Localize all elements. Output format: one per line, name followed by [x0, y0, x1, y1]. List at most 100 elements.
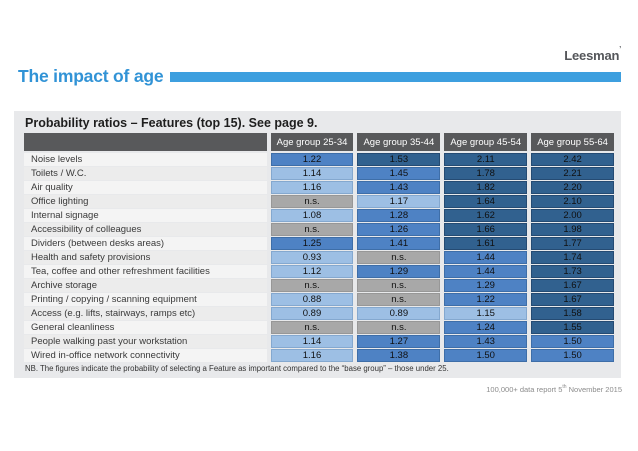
value-cell: 1.27	[357, 335, 441, 348]
value-cell: 1.29	[357, 265, 441, 278]
table-row: Access (e.g. lifts, stairways, ramps etc…	[24, 307, 615, 320]
value-cell: 2.20	[531, 181, 615, 194]
probability-table: Age group 25-34 Age group 35-44 Age group …	[24, 133, 615, 363]
value-cell: 2.21	[531, 167, 615, 180]
value-cell: n.s.	[357, 321, 441, 334]
value-cell: 1.44	[444, 265, 528, 278]
table-row: People walking past your workstation 1.14…	[24, 335, 615, 348]
leesman-logo: Leesman’	[564, 46, 621, 63]
table-body: Noise levels 1.22 1.53 2.11 2.42 Toilets / W.…	[24, 153, 615, 362]
table-row: Accessibility of colleagues n.s. 1.26 1.66 1…	[24, 223, 615, 236]
feature-label: Toilets / W.C.	[24, 167, 267, 180]
feature-label: Archive storage	[24, 279, 267, 292]
value-cell: 1.43	[357, 181, 441, 194]
value-cell: 1.14	[270, 167, 354, 180]
value-cell: 1.16	[270, 181, 354, 194]
table-row: Tea, coffee and other refreshment facili…	[24, 265, 615, 278]
table-row: Wired in-office network connectivity 1.16…	[24, 349, 615, 362]
footer-prefix: 100,000+ data report 5	[486, 385, 563, 394]
feature-label: Access (e.g. lifts, stairways, ramps etc…	[24, 307, 267, 320]
value-cell: 1.28	[357, 209, 441, 222]
column-header: Age group 35-44	[357, 133, 441, 151]
column-header: Age group 55-64	[531, 133, 615, 151]
value-cell: 1.26	[357, 223, 441, 236]
value-cell: 1.41	[357, 237, 441, 250]
title-accent-bar	[170, 72, 621, 82]
value-cell: 1.17	[357, 195, 441, 208]
value-cell: 1.77	[531, 237, 615, 250]
feature-label: Printing / copying / scanning equipment	[24, 293, 267, 306]
table-row: Internal signage 1.08 1.28 1.62 2.00	[24, 209, 615, 222]
value-cell: 1.74	[531, 251, 615, 264]
value-cell: 2.11	[444, 153, 528, 166]
table-header-row: Age group 25-34 Age group 35-44 Age group …	[24, 133, 615, 151]
value-cell: 1.58	[531, 307, 615, 320]
value-cell: 1.55	[531, 321, 615, 334]
value-cell: 1.16	[270, 349, 354, 362]
table-row: Office lighting n.s. 1.17 1.64 2.10	[24, 195, 615, 208]
feature-label: Accessibility of colleagues	[24, 223, 267, 236]
value-cell: 1.50	[444, 349, 528, 362]
feature-label: Dividers (between desks areas)	[24, 237, 267, 250]
value-cell: 0.88	[270, 293, 354, 306]
feature-label: Tea, coffee and other refreshment facili…	[24, 265, 267, 278]
table-row: Archive storage n.s. n.s. 1.29 1.67	[24, 279, 615, 292]
value-cell: n.s.	[357, 293, 441, 306]
value-cell: n.s.	[270, 195, 354, 208]
leesman-logo-text: Leesman	[564, 48, 620, 63]
value-cell: 0.93	[270, 251, 354, 264]
value-cell: 2.42	[531, 153, 615, 166]
value-cell: 1.82	[444, 181, 528, 194]
value-cell: 1.50	[531, 349, 615, 362]
value-cell: 1.38	[357, 349, 441, 362]
content-panel: Probability ratios – Features (top 15). …	[14, 111, 621, 378]
feature-label: General cleanliness	[24, 321, 267, 334]
value-cell: n.s.	[270, 321, 354, 334]
value-cell: n.s.	[270, 279, 354, 292]
feature-label: People walking past your workstation	[24, 335, 267, 348]
column-header: Age group 25-34	[270, 133, 354, 151]
table-row: General cleanliness n.s. n.s. 1.24 1.55	[24, 321, 615, 334]
table-corner-cell	[24, 133, 267, 151]
title-row: The impact of age	[18, 66, 621, 87]
value-cell: 1.25	[270, 237, 354, 250]
value-cell: 1.43	[444, 335, 528, 348]
value-cell: 1.73	[531, 265, 615, 278]
table-note: NB. The figures indicate the probability…	[25, 364, 449, 373]
value-cell: 0.89	[357, 307, 441, 320]
value-cell: 1.29	[444, 279, 528, 292]
feature-label: Office lighting	[24, 195, 267, 208]
value-cell: 1.78	[444, 167, 528, 180]
table-row: Printing / copying / scanning equipment 0…	[24, 293, 615, 306]
value-cell: 1.98	[531, 223, 615, 236]
feature-label: Noise levels	[24, 153, 267, 166]
feature-label: Internal signage	[24, 209, 267, 222]
table-row: Dividers (between desks areas) 1.25 1.41 1.…	[24, 237, 615, 250]
value-cell: 1.64	[444, 195, 528, 208]
value-cell: n.s.	[357, 279, 441, 292]
value-cell: 0.89	[270, 307, 354, 320]
value-cell: 1.15	[444, 307, 528, 320]
logo-trademark: ’	[619, 46, 621, 53]
value-cell: 1.22	[270, 153, 354, 166]
value-cell: 1.44	[444, 251, 528, 264]
value-cell: 1.22	[444, 293, 528, 306]
page-title: The impact of age	[18, 66, 164, 86]
feature-label: Wired in-office network connectivity	[24, 349, 267, 362]
table-row: Noise levels 1.22 1.53 2.11 2.42	[24, 153, 615, 166]
value-cell: 1.24	[444, 321, 528, 334]
value-cell: 1.62	[444, 209, 528, 222]
feature-label: Health and safety provisions	[24, 251, 267, 264]
value-cell: 2.10	[531, 195, 615, 208]
footer-caption: 100,000+ data report 5th November 2015	[486, 384, 622, 394]
table-row: Toilets / W.C. 1.14 1.45 1.78 2.21	[24, 167, 615, 180]
panel-title: Probability ratios – Features (top 15). …	[25, 116, 318, 130]
value-cell: 1.14	[270, 335, 354, 348]
footer-ordinal: th	[562, 384, 567, 390]
table-row: Air quality 1.16 1.43 1.82 2.20	[24, 181, 615, 194]
value-cell: n.s.	[270, 223, 354, 236]
value-cell: 1.12	[270, 265, 354, 278]
value-cell: 1.53	[357, 153, 441, 166]
value-cell: 1.67	[531, 279, 615, 292]
table-row: Health and safety provisions 0.93 n.s. 1.44…	[24, 251, 615, 264]
